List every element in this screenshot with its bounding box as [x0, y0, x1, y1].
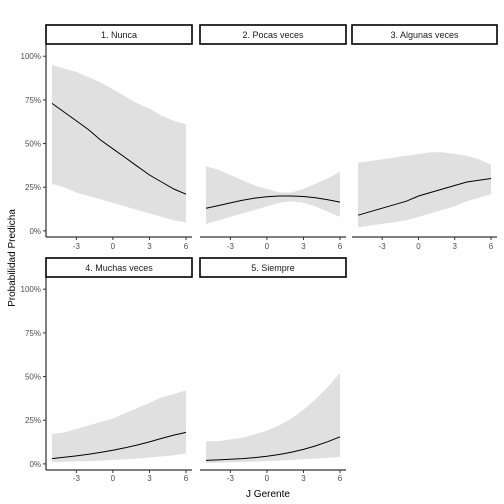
x-tick-label: 6: [338, 474, 343, 483]
x-tick-label: 3: [147, 242, 152, 251]
x-tick-label: -3: [73, 474, 81, 483]
y-tick-label: 0%: [29, 460, 41, 469]
panel-2: 2. Pocas veces -3 0 3 6: [199, 24, 347, 251]
y-tick-label: 0%: [29, 227, 41, 236]
x-tick-label: 0: [265, 474, 270, 483]
y-tick-label: 50%: [25, 140, 41, 149]
x-tick-label: 6: [184, 474, 189, 483]
panel-3: 3. Algunas veces -3 0 3 6: [351, 24, 498, 251]
panel-strip: [199, 24, 347, 45]
series-line: [51, 102, 187, 195]
confidence-band: [52, 390, 186, 463]
y-tick-label: 75%: [25, 329, 41, 338]
panel-strip: [351, 24, 498, 45]
series-line: [51, 431, 187, 460]
panel-strip: [45, 257, 193, 278]
x-tick-label: -3: [73, 242, 81, 251]
x-tick-label: 0: [111, 474, 116, 483]
panel-title: 2. Pocas veces: [242, 30, 304, 40]
x-tick-label: -3: [379, 242, 387, 251]
x-tick-label: 0: [265, 242, 270, 251]
x-tick-label: -3: [227, 474, 235, 483]
y-tick-label: 100%: [21, 285, 41, 294]
confidence-band: [358, 152, 491, 228]
series-line: [205, 195, 341, 209]
x-tick-label: 6: [489, 242, 494, 251]
x-tick-label: -3: [227, 242, 235, 251]
x-tick-label: 3: [301, 474, 306, 483]
x-tick-label: 3: [453, 242, 458, 251]
x-axis-title: J Gerente: [246, 489, 290, 500]
x-tick-label: 3: [147, 474, 152, 483]
panel-strip: [199, 257, 347, 278]
y-axis-title: Probabilidad Predicha: [7, 209, 18, 307]
confidence-band: [52, 65, 186, 223]
y-tick-label: 50%: [25, 373, 41, 382]
panel-title: 4. Muchas veces: [85, 263, 153, 273]
panel-5: 5. Siempre -3 0 3 6: [199, 257, 347, 483]
y-tick-label: 25%: [25, 183, 41, 192]
confidence-band: [206, 373, 340, 463]
series-line: [357, 178, 492, 216]
panel-title: 3. Algunas veces: [390, 30, 459, 40]
y-tick-label: 75%: [25, 96, 41, 105]
panel-title: 1. Nunca: [101, 30, 137, 40]
panel-4: 4. Muchas veces 0% 25% 50% 75% 100% -3 0 3 6: [21, 257, 193, 483]
confidence-band: [206, 166, 340, 224]
y-tick-label: 100%: [21, 52, 41, 61]
x-tick-label: 0: [416, 242, 421, 251]
y-tick-label: 25%: [25, 416, 41, 425]
x-tick-label: 3: [301, 242, 306, 251]
panel-1: 1. Nunca 0% 25% 50% 75% 100% -3 0 3 6: [21, 24, 193, 251]
x-tick-label: 0: [111, 242, 116, 251]
panel-title: 5. Siempre: [251, 263, 295, 273]
x-tick-label: 6: [184, 242, 189, 251]
panel-strip: [45, 24, 193, 45]
x-tick-label: 6: [338, 242, 343, 251]
series-line: [205, 436, 341, 461]
